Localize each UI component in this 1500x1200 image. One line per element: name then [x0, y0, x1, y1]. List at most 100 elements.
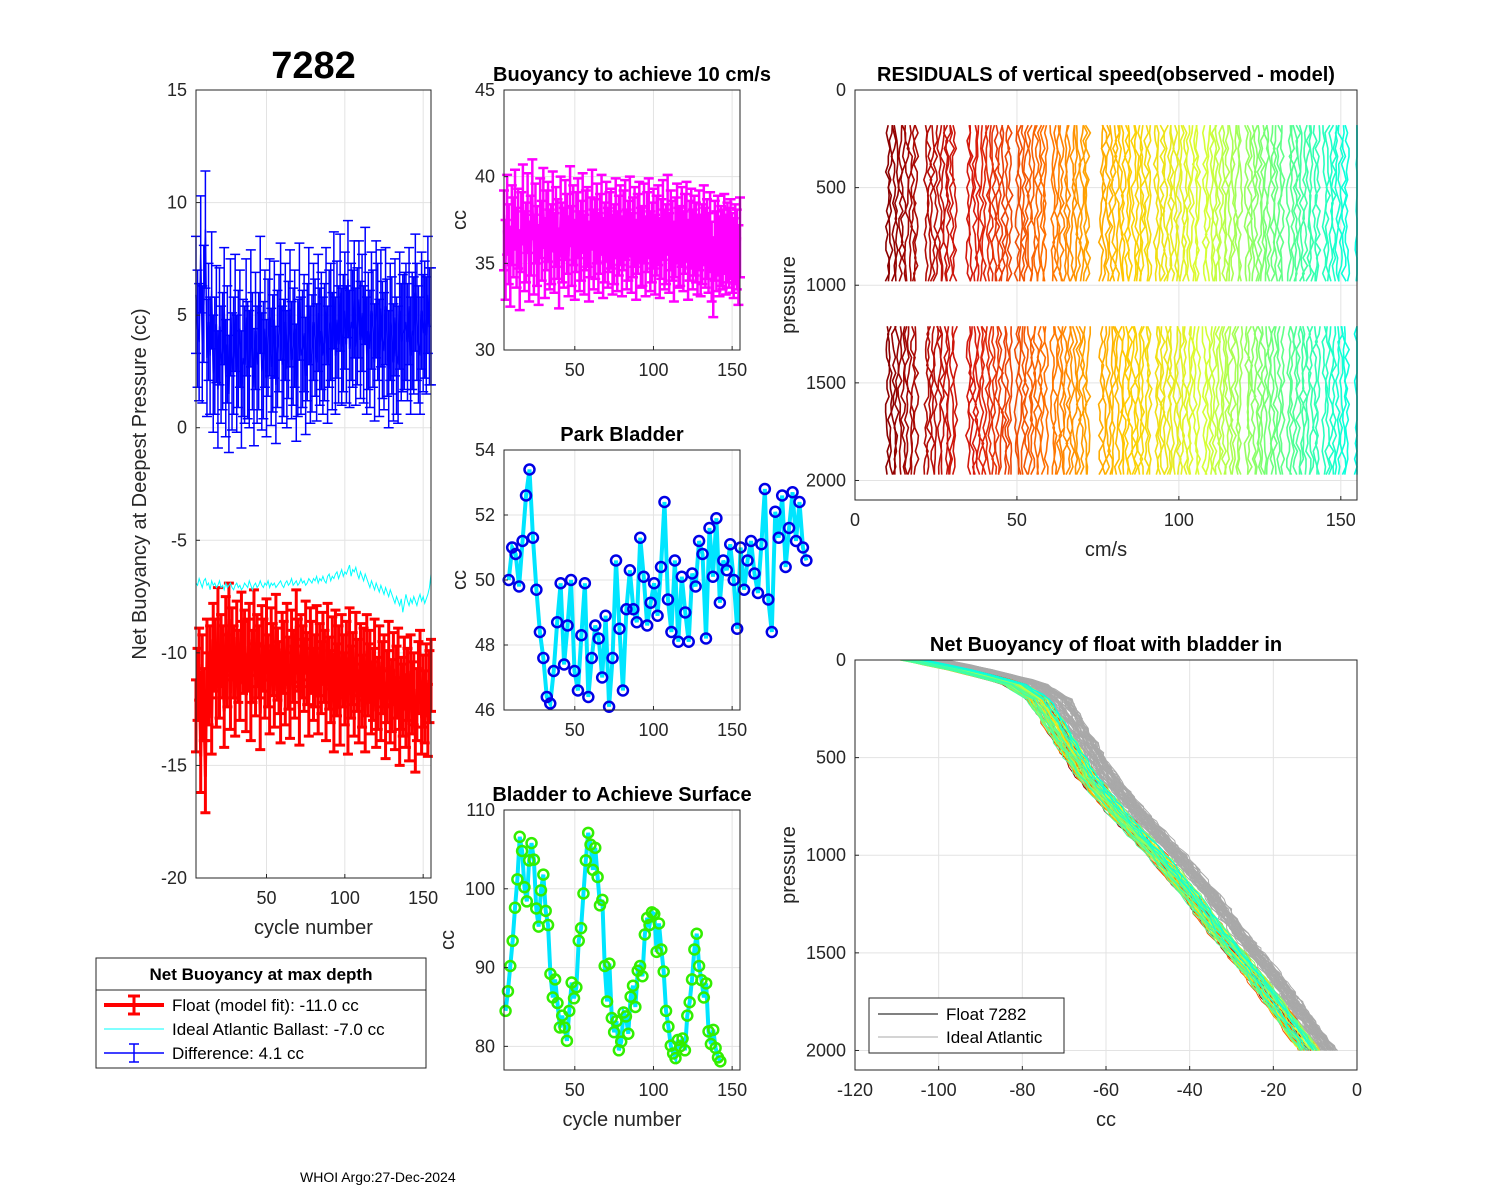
park-marker	[647, 577, 661, 590]
residual-profile	[1081, 326, 1088, 475]
residual-profile	[897, 125, 904, 282]
float-profile	[925, 659, 1307, 1051]
x-tick-label: 150	[717, 1080, 747, 1100]
residual-profile	[1123, 326, 1131, 475]
y-tick-label: 5	[177, 305, 187, 325]
y-axis-label: pressure	[778, 256, 800, 334]
legend-ideal-label: Ideal Atlantic Ballast: -7.0 cc	[172, 1020, 385, 1039]
residual-profile	[1133, 124, 1140, 282]
chart-title: Buoyancy to achieve 10 cm/s	[493, 64, 771, 86]
surface-marker	[551, 996, 564, 1010]
residual-profile	[1230, 325, 1237, 475]
residual-profile	[1013, 326, 1021, 475]
plot-area	[196, 90, 431, 878]
residual-profile	[1246, 325, 1254, 476]
y-tick-label: 1000	[806, 275, 846, 295]
surface-marker	[688, 943, 701, 956]
residual-profile	[1220, 326, 1227, 475]
axes-box	[503, 809, 741, 1071]
residual-profile	[1075, 125, 1082, 282]
residual-profile	[1256, 125, 1263, 282]
residual-profile	[1188, 326, 1195, 475]
buoyancy-line	[502, 199, 742, 278]
axes-box	[854, 89, 1358, 501]
residual-profile	[1049, 326, 1056, 475]
residual-profiles	[884, 124, 1358, 476]
bladder-in-plot: -120 -100 -80 -60 -40 -20 0 0 500 1000 1500 2000 Net…	[778, 634, 1362, 1131]
residual-profile	[1159, 326, 1166, 475]
park-marker	[550, 616, 564, 629]
surface-marker	[572, 934, 585, 948]
chart-title: Bladder to Achieve Surface	[492, 784, 751, 806]
x-tick-label: 50	[565, 360, 585, 380]
net-buoyancy-plot: 50 100 150 -20 -15 -10 -5 0 5 10 15 7282 cycle numbe…	[129, 45, 438, 939]
park-marker	[620, 603, 633, 616]
buoyancy-series	[499, 158, 745, 319]
residual-profile	[1337, 125, 1344, 282]
park-marker	[786, 486, 799, 499]
residual-profile	[1175, 125, 1182, 282]
y-tick-label: 48	[475, 635, 495, 655]
park-marker	[675, 570, 689, 583]
park-marker	[668, 554, 682, 567]
ideal-line	[195, 564, 432, 613]
residual-profile	[951, 325, 959, 475]
x-tick-label: -100	[921, 1080, 957, 1100]
x-tick-label: -120	[837, 1080, 873, 1100]
residual-profile	[1308, 125, 1315, 282]
surface-marker	[581, 826, 595, 840]
residual-profile	[897, 326, 903, 475]
legend-ideal-atlantic: Ideal Atlantic	[946, 1028, 1043, 1047]
residual-profile	[1217, 325, 1224, 475]
residual-profile	[1110, 325, 1118, 475]
chart-title: RESIDUALS of vertical speed(observed - m…	[877, 64, 1335, 86]
residual-profile	[1250, 326, 1257, 475]
data-layer	[884, 124, 1358, 476]
park-marker	[748, 567, 761, 580]
residual-profile	[1259, 326, 1267, 475]
park-marker	[554, 577, 567, 590]
residual-profile	[1039, 124, 1047, 282]
park-marker	[730, 622, 744, 635]
park-marker	[564, 573, 578, 587]
surface-marker	[610, 1014, 623, 1028]
chart-title: Park Bladder	[560, 424, 684, 446]
y-tick-label: 40	[475, 167, 495, 187]
y-tick-label: -15	[161, 755, 187, 775]
residual-profile	[1078, 125, 1085, 282]
residual-profile	[1256, 325, 1264, 475]
park-marker	[775, 489, 789, 502]
residual-profile	[1343, 326, 1351, 475]
surface-marker	[548, 973, 562, 986]
park-marker	[599, 609, 612, 622]
chart-title: 7282	[271, 45, 356, 87]
surface-marker	[600, 995, 614, 1008]
y-tick-label: 52	[475, 505, 495, 525]
residual-profile	[1068, 326, 1076, 475]
x-tick-label: -40	[1177, 1080, 1203, 1100]
y-axis-label: cc	[437, 930, 459, 950]
surface-marker	[624, 990, 637, 1003]
park-marker	[530, 583, 543, 596]
residual-profile	[925, 325, 933, 475]
ideal-series	[195, 564, 432, 613]
park-marker	[713, 596, 727, 609]
park-marker	[592, 632, 605, 645]
park-marker	[768, 505, 782, 518]
park-marker	[661, 593, 675, 606]
surface-marker	[513, 830, 526, 844]
residual-profile	[1026, 326, 1034, 475]
residual-profile	[933, 326, 940, 475]
residual-profile	[951, 124, 958, 282]
x-axis-label: cycle number	[563, 1109, 682, 1131]
residual-profile	[1209, 125, 1215, 282]
surface-marker	[525, 836, 538, 850]
residual-profile	[1272, 125, 1279, 282]
surface-marker	[511, 873, 524, 886]
residual-profile	[1295, 124, 1302, 282]
surface-marker	[659, 1004, 673, 1018]
park-marker	[723, 538, 737, 551]
residual-profile	[1071, 325, 1079, 475]
data-layer	[502, 463, 813, 713]
park-marker	[589, 619, 602, 632]
